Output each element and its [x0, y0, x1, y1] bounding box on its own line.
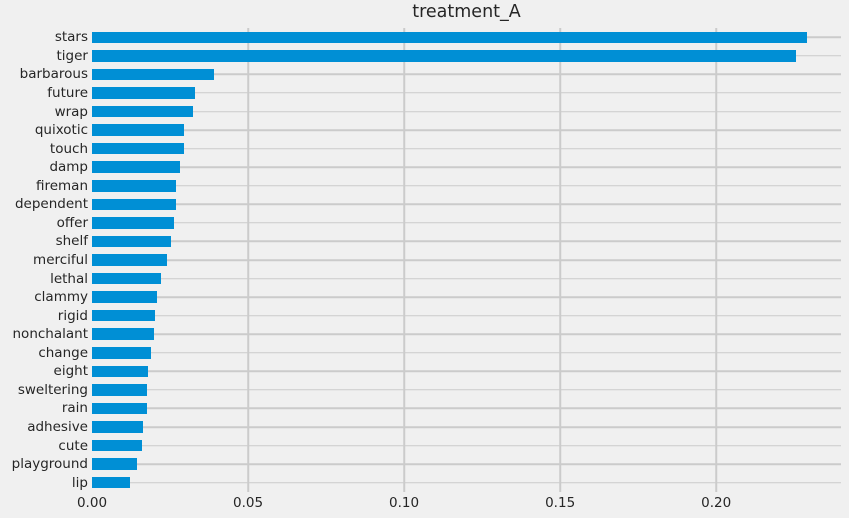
bar [92, 476, 130, 489]
bar [92, 105, 194, 118]
y-tick-label: sweltering [17, 381, 88, 398]
y-gridline [92, 333, 841, 335]
bar [92, 31, 807, 44]
y-tick-label: nonchalant [12, 326, 89, 343]
y-gridline [92, 73, 841, 76]
y-tick-label: wrap [54, 103, 88, 120]
y-tick-label: dependent [14, 196, 88, 213]
y-gridline [92, 463, 841, 465]
bar [92, 68, 214, 81]
y-tick-label: fireman [35, 177, 88, 194]
bar [92, 161, 180, 173]
y-gridline [92, 259, 841, 261]
bar [92, 458, 137, 470]
y-tick-label: tiger [56, 47, 88, 64]
y-tick-label: change [38, 344, 88, 361]
bar [92, 217, 175, 229]
y-gridline [92, 147, 841, 150]
bar [92, 421, 143, 433]
y-gridline [92, 296, 841, 298]
y-tick-label: lethal [50, 270, 88, 287]
y-gridline [92, 166, 841, 168]
bar [92, 291, 157, 303]
bar [92, 124, 185, 136]
y-tick-label: quixotic [34, 122, 88, 139]
bar [92, 328, 155, 340]
y-gridline [92, 222, 841, 224]
y-gridline [92, 277, 841, 280]
x-tick-label: 0.05 [233, 495, 264, 511]
bar [92, 87, 195, 99]
bar [92, 198, 176, 211]
y-tick-label: lip [71, 474, 88, 491]
y-tick-label: rain [61, 400, 88, 417]
bar [92, 142, 185, 155]
y-tick-label: cute [58, 437, 88, 454]
x-tick-label: 0.00 [76, 495, 108, 511]
bar [92, 50, 796, 62]
x-tick-label: 0.20 [701, 495, 732, 511]
y-gridline [92, 240, 841, 243]
y-tick-label: playground [11, 456, 88, 473]
y-tick-label: damp [49, 159, 88, 176]
y-gridline [92, 129, 841, 131]
y-tick-label: touch [49, 140, 88, 157]
y-gridline [92, 110, 841, 113]
x-tick-label: 0.15 [545, 495, 576, 511]
bar [92, 402, 147, 415]
y-gridline [92, 407, 841, 410]
y-gridline [92, 92, 841, 94]
y-tick-label: rigid [57, 307, 88, 324]
y-gridline [92, 389, 841, 391]
y-gridline [92, 185, 841, 187]
y-tick-label: barbarous [19, 66, 88, 83]
y-gridline [92, 444, 841, 447]
y-gridline [92, 370, 841, 373]
bar [92, 439, 142, 452]
y-tick-label: stars [54, 29, 88, 46]
y-gridline [92, 314, 841, 317]
x-tick-label: 0.10 [389, 495, 420, 511]
bar [92, 254, 167, 266]
chart-title: treatment_A [412, 2, 521, 22]
y-gridline [92, 352, 841, 354]
y-tick-label: eight [53, 363, 88, 380]
plot-area [92, 28, 841, 492]
bar [92, 235, 171, 248]
bar [92, 347, 151, 359]
bar [92, 272, 161, 285]
y-tick-label: merciful [33, 251, 88, 268]
y-tick-label: clammy [34, 289, 88, 306]
bar [92, 180, 177, 192]
y-tick-label: offer [56, 214, 88, 231]
y-gridline [92, 203, 841, 206]
bar [92, 309, 156, 322]
y-gridline [92, 426, 841, 428]
y-gridline [92, 481, 841, 484]
y-tick-label: shelf [55, 233, 88, 250]
bar [92, 365, 148, 378]
y-tick-label: future [47, 84, 88, 101]
bar [92, 384, 147, 396]
y-tick-label: adhesive [27, 419, 88, 436]
